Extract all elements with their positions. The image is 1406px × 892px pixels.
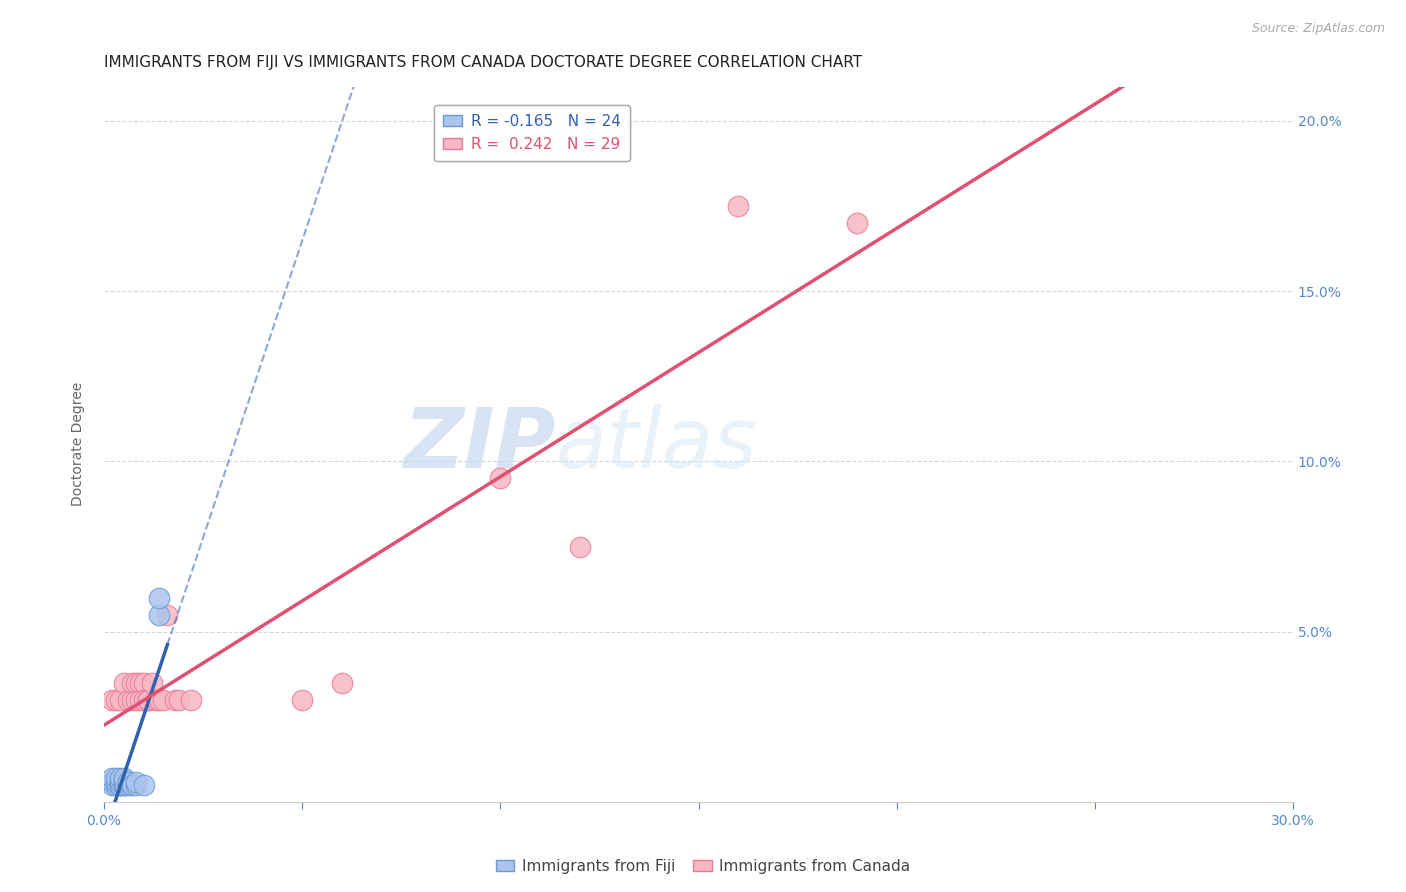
- Point: [108, 772, 131, 786]
- Point: [125, 778, 148, 792]
- Point: [128, 693, 150, 707]
- Text: IMMIGRANTS FROM FIJI VS IMMIGRANTS FROM CANADA DOCTORATE DEGREE CORRELATION CHAR: IMMIGRANTS FROM FIJI VS IMMIGRANTS FROM …: [104, 55, 862, 70]
- Point: [101, 774, 124, 789]
- Point: [148, 693, 170, 707]
- Point: [141, 676, 163, 690]
- Point: [108, 778, 131, 792]
- Point: [117, 693, 139, 707]
- Text: atlas: atlas: [555, 404, 758, 485]
- Point: [104, 772, 127, 786]
- Point: [291, 693, 314, 707]
- Point: [145, 693, 167, 707]
- Point: [128, 676, 150, 690]
- Point: [125, 693, 148, 707]
- Legend: Immigrants from Fiji, Immigrants from Canada: Immigrants from Fiji, Immigrants from Ca…: [489, 853, 917, 880]
- Point: [125, 774, 148, 789]
- Point: [132, 693, 155, 707]
- Point: [112, 774, 135, 789]
- Point: [148, 591, 170, 605]
- Point: [125, 676, 148, 690]
- Point: [112, 778, 135, 792]
- Point: [568, 540, 591, 554]
- Point: [121, 676, 143, 690]
- Point: [112, 676, 135, 690]
- Point: [330, 676, 353, 690]
- Point: [132, 778, 155, 792]
- Point: [101, 778, 124, 792]
- Point: [101, 693, 124, 707]
- Text: ZIP: ZIP: [404, 404, 555, 485]
- Point: [132, 676, 155, 690]
- Point: [180, 693, 202, 707]
- Point: [104, 693, 127, 707]
- Point: [489, 471, 512, 485]
- Y-axis label: Doctorate Degree: Doctorate Degree: [72, 383, 86, 507]
- Point: [112, 778, 135, 792]
- Point: [117, 778, 139, 792]
- Point: [112, 772, 135, 786]
- Point: [108, 778, 131, 792]
- Point: [148, 607, 170, 622]
- Point: [727, 199, 749, 213]
- Point: [152, 693, 174, 707]
- Point: [101, 772, 124, 786]
- Text: Source: ZipAtlas.com: Source: ZipAtlas.com: [1251, 22, 1385, 36]
- Point: [121, 693, 143, 707]
- Point: [117, 774, 139, 789]
- Point: [136, 693, 159, 707]
- Point: [165, 693, 187, 707]
- Point: [169, 693, 191, 707]
- Point: [156, 607, 179, 622]
- Point: [136, 693, 159, 707]
- Point: [846, 216, 869, 230]
- Legend: R = -0.165   N = 24, R =  0.242   N = 29: R = -0.165 N = 24, R = 0.242 N = 29: [434, 105, 630, 161]
- Point: [117, 774, 139, 789]
- Point: [108, 693, 131, 707]
- Point: [121, 778, 143, 792]
- Point: [104, 774, 127, 789]
- Point: [112, 774, 135, 789]
- Point: [104, 778, 127, 792]
- Point: [108, 774, 131, 789]
